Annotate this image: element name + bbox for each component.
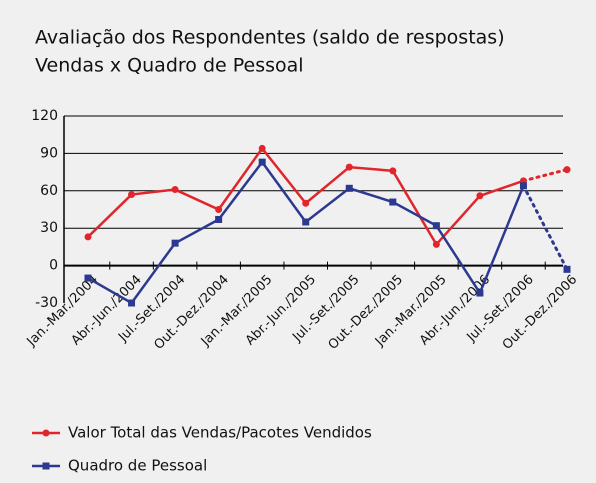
y-tick-label: -30 (35, 295, 58, 311)
y-tick-label: 90 (40, 145, 58, 161)
legend-label: Quadro de Pessoal (68, 457, 207, 475)
point (171, 239, 179, 247)
series-projection (521, 184, 569, 271)
point (171, 186, 179, 194)
point (215, 215, 223, 223)
point (519, 182, 527, 190)
point (476, 289, 484, 297)
point (128, 191, 136, 199)
chart-subtitle: Vendas x Quadro de Pessoal (35, 55, 304, 77)
point (302, 218, 310, 226)
legend-marker (42, 429, 50, 437)
point (302, 199, 310, 207)
point (476, 192, 484, 200)
y-tick-label: 0 (49, 258, 58, 274)
point (563, 166, 571, 174)
point (345, 184, 353, 192)
series-projection (521, 168, 569, 183)
point (258, 158, 266, 166)
point (345, 163, 353, 171)
point (389, 198, 397, 206)
chart-title: Avaliação dos Respondentes (saldo de res… (35, 27, 505, 49)
point (432, 222, 440, 230)
point (128, 299, 136, 307)
y-tick-label: 30 (40, 220, 58, 236)
y-tick-label: 120 (31, 108, 58, 124)
point (84, 274, 92, 282)
point (258, 144, 266, 152)
legend-marker (42, 462, 50, 470)
point (389, 167, 397, 175)
point (432, 240, 440, 248)
y-tick-label: 60 (40, 183, 58, 199)
point (563, 265, 571, 273)
point (84, 233, 92, 241)
legend-label: Valor Total das Vendas/Pacotes Vendidos (68, 424, 372, 442)
point (215, 206, 223, 213)
